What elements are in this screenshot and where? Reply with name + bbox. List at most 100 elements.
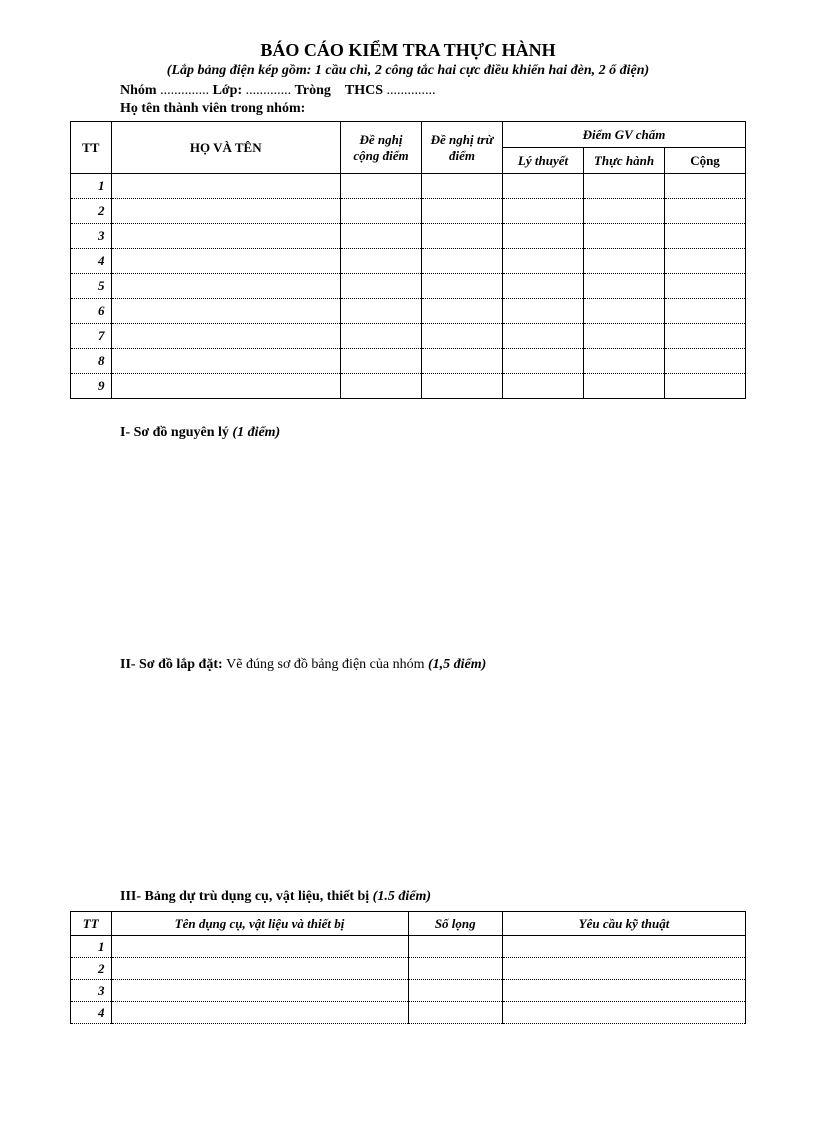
col-score-header: Điểm GV chấm xyxy=(503,122,746,148)
cell xyxy=(503,1002,746,1024)
cell xyxy=(665,274,746,299)
t2-col-tt: TT xyxy=(71,912,112,936)
materials-table: TT Tên dụng cụ, vật liệu và thiết bị Số … xyxy=(70,911,746,1024)
cell xyxy=(341,374,422,399)
cell xyxy=(111,374,341,399)
cell xyxy=(341,199,422,224)
cell xyxy=(503,324,584,349)
table-row: 3 xyxy=(71,980,746,1002)
cell xyxy=(665,324,746,349)
cell xyxy=(503,374,584,399)
section-1-score: (1 điểm) xyxy=(232,425,280,440)
diagram-area-1 xyxy=(80,441,736,631)
row-number: 1 xyxy=(71,936,112,958)
section-2-score: (1,5 điểm) xyxy=(428,657,486,672)
cell xyxy=(408,980,503,1002)
lop-label: Lớp: xyxy=(213,83,243,98)
cell xyxy=(503,174,584,199)
dots: .............. xyxy=(160,83,213,98)
col-ly: Lý thuyết xyxy=(503,148,584,174)
cell xyxy=(422,199,503,224)
cell xyxy=(408,936,503,958)
t2-col-req: Yêu cầu kỹ thuật xyxy=(503,912,746,936)
cell xyxy=(503,980,746,1002)
cell xyxy=(111,349,341,374)
row-number: 3 xyxy=(71,224,112,249)
cell xyxy=(584,374,665,399)
col-th: Thực hành xyxy=(584,148,665,174)
section-1-title: I- Sơ đồ nguyên lý xyxy=(120,425,232,440)
report-subtitle: (Lắp bảng điện kép gồm: 1 cầu chì, 2 côn… xyxy=(80,63,736,79)
row-number: 1 xyxy=(71,174,112,199)
members-table: TT HỌ VÀ TÊN Đề nghị cộng điểm Đề nghị t… xyxy=(70,121,746,399)
cell xyxy=(584,349,665,374)
members-label: Họ tên thành viên trong nhóm: xyxy=(120,101,736,117)
cell xyxy=(111,958,408,980)
cell xyxy=(503,936,746,958)
info-line: Nhóm .............. Lớp: ............. T… xyxy=(120,83,736,99)
section-1: I- Sơ đồ nguyên lý (1 điểm) xyxy=(120,425,736,441)
section-3: III- Bảng dự trù dụng cụ, vật liệu, thiế… xyxy=(120,889,736,905)
table-row: 7 xyxy=(71,324,746,349)
table-row: 2 xyxy=(71,199,746,224)
row-number: 3 xyxy=(71,980,112,1002)
cell xyxy=(111,936,408,958)
cell xyxy=(111,224,341,249)
cell xyxy=(111,174,341,199)
cell xyxy=(111,299,341,324)
cell xyxy=(422,274,503,299)
cell xyxy=(503,224,584,249)
cell xyxy=(341,349,422,374)
cell xyxy=(111,324,341,349)
trong-label: Tròng xyxy=(295,83,331,98)
row-number: 5 xyxy=(71,274,112,299)
cell xyxy=(503,199,584,224)
cell xyxy=(584,199,665,224)
section-3-title: III- Bảng dự trù dụng cụ, vật liệu, thiế… xyxy=(120,889,373,904)
cell xyxy=(422,224,503,249)
cell xyxy=(111,199,341,224)
table-row: 2 xyxy=(71,958,746,980)
cell xyxy=(422,174,503,199)
col-name: HỌ VÀ TÊN xyxy=(111,122,341,174)
table-row: 3 xyxy=(71,224,746,249)
cell xyxy=(503,958,746,980)
cell xyxy=(341,174,422,199)
t2-col-name: Tên dụng cụ, vật liệu và thiết bị xyxy=(111,912,408,936)
cell xyxy=(422,249,503,274)
report-title: BÁO CÁO KIỂM TRA THỰC HÀNH xyxy=(80,40,736,61)
section-3-score: (1.5 điểm) xyxy=(373,889,431,904)
table-row: 8 xyxy=(71,349,746,374)
cell xyxy=(503,299,584,324)
cell xyxy=(503,274,584,299)
row-number: 7 xyxy=(71,324,112,349)
cell xyxy=(584,274,665,299)
cell xyxy=(408,958,503,980)
cell xyxy=(341,224,422,249)
cell xyxy=(665,224,746,249)
row-number: 2 xyxy=(71,958,112,980)
row-number: 4 xyxy=(71,249,112,274)
col-sub: Đề nghị trừ điểm xyxy=(422,122,503,174)
cell xyxy=(422,374,503,399)
section-2-text: Vẽ đúng sơ đồ bảng điện của nhóm xyxy=(226,657,428,672)
cell xyxy=(341,299,422,324)
table-row: 4 xyxy=(71,1002,746,1024)
table-row: 9 xyxy=(71,374,746,399)
cell xyxy=(422,324,503,349)
cell xyxy=(584,299,665,324)
cell xyxy=(408,1002,503,1024)
dots: ............. xyxy=(246,83,295,98)
row-number: 9 xyxy=(71,374,112,399)
cell xyxy=(584,224,665,249)
row-number: 6 xyxy=(71,299,112,324)
cell xyxy=(503,249,584,274)
section-2: II- Sơ đồ lắp đặt: Vẽ đúng sơ đồ bảng đi… xyxy=(120,657,736,673)
cell xyxy=(584,174,665,199)
cell xyxy=(584,324,665,349)
cell xyxy=(665,374,746,399)
col-add: Đề nghị cộng điểm xyxy=(341,122,422,174)
cell xyxy=(665,174,746,199)
table-row: 5 xyxy=(71,274,746,299)
table-row: 1 xyxy=(71,936,746,958)
